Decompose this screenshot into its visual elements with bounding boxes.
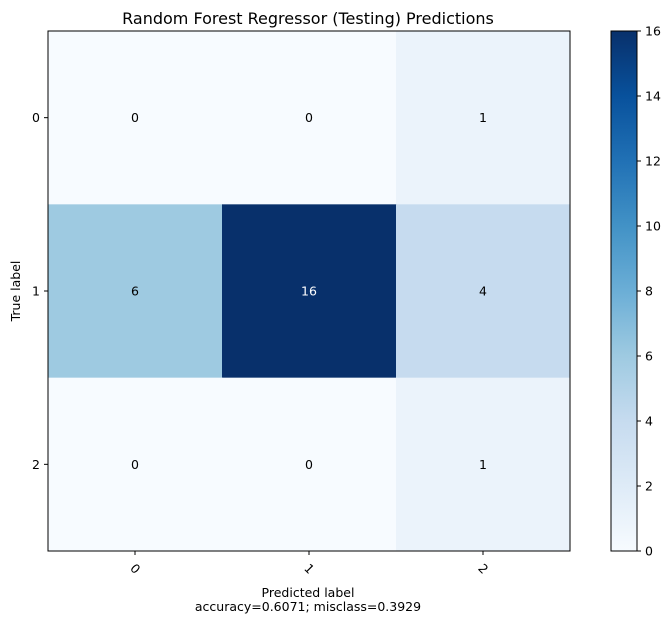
cell-value-label: 0 bbox=[305, 457, 313, 472]
heatmap-cell bbox=[48, 31, 223, 205]
colorbar-tick-label: 4 bbox=[645, 414, 653, 429]
cell-value-label: 6 bbox=[131, 284, 139, 299]
heatmap-cell bbox=[396, 31, 571, 205]
heatmap-cell bbox=[222, 377, 397, 552]
chart-title: Random Forest Regressor (Testing) Predic… bbox=[122, 9, 494, 28]
y-axis-ticks: 0 1 2 bbox=[32, 110, 48, 472]
heatmap-cell bbox=[396, 377, 571, 552]
cell-value-label: 1 bbox=[479, 110, 487, 125]
colorbar-tick-label: 12 bbox=[645, 154, 661, 169]
cell-value-label: 4 bbox=[479, 284, 487, 299]
y-axis-label: True label bbox=[8, 261, 23, 323]
x-axis-sublabel: accuracy=0.6071; misclass=0.3929 bbox=[195, 599, 421, 614]
y-tick-label: 1 bbox=[32, 284, 40, 299]
y-tick-label: 0 bbox=[32, 110, 40, 125]
colorbar-tick-label: 0 bbox=[645, 544, 653, 559]
cell-value-label: 0 bbox=[305, 110, 313, 125]
cell-value-label: 0 bbox=[131, 457, 139, 472]
colorbar bbox=[610, 30, 638, 552]
x-tick-label: 0 bbox=[127, 561, 143, 577]
x-axis-ticks: 0 1 2 bbox=[127, 551, 491, 577]
colorbar-tick-label: 2 bbox=[645, 479, 653, 494]
x-tick-label: 2 bbox=[475, 561, 491, 577]
cell-value-label: 0 bbox=[131, 110, 139, 125]
heatmap-cell bbox=[222, 31, 397, 205]
colorbar-tick-label: 16 bbox=[645, 24, 661, 39]
heatmap-cell bbox=[48, 204, 223, 379]
cell-value-label: 16 bbox=[301, 284, 317, 299]
colorbar-tick-label: 6 bbox=[645, 349, 653, 364]
colorbar-tick-label: 10 bbox=[645, 219, 661, 234]
colorbar-tick-label: 14 bbox=[645, 89, 661, 104]
cell-value-labels: 0 0 16 16 40 0 1 bbox=[131, 110, 487, 472]
colorbar-ticks: 0 2 4 6 8 10 12 14 16 bbox=[637, 24, 661, 559]
x-axis-label: Predicted label bbox=[262, 585, 355, 600]
heatmap-cell bbox=[222, 204, 397, 379]
x-tick-label: 1 bbox=[301, 561, 317, 577]
heatmap-cell bbox=[48, 377, 223, 552]
colorbar-tick-label: 8 bbox=[645, 284, 653, 299]
heatmap-cells bbox=[48, 31, 571, 552]
heatmap-cell bbox=[396, 204, 571, 379]
y-tick-label: 2 bbox=[32, 457, 40, 472]
cell-value-label: 1 bbox=[479, 457, 487, 472]
